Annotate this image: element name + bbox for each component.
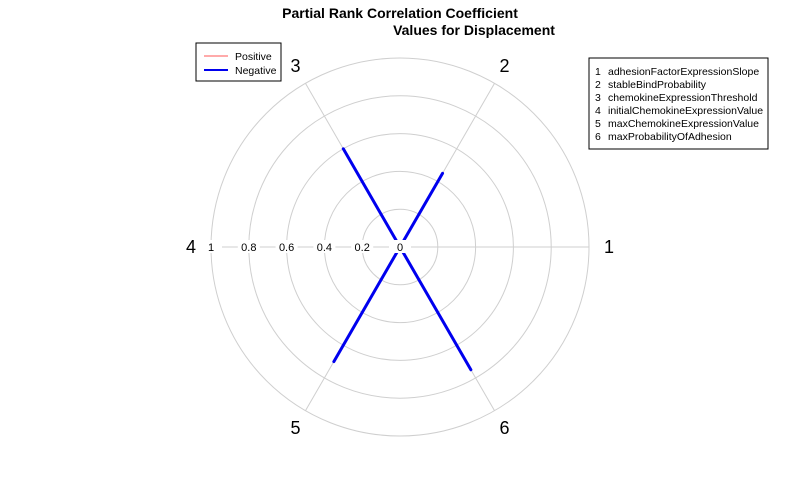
axis-label: 1 xyxy=(604,237,614,257)
series-bar-negative xyxy=(398,171,445,249)
parameter-name: stableBindProbability xyxy=(608,79,707,91)
axis-label: 3 xyxy=(290,56,300,76)
parameter-name: adhesionFactorExpressionSlope xyxy=(608,66,759,78)
axis-label: 2 xyxy=(499,56,509,76)
parameter-number: 1 xyxy=(595,66,601,78)
parameter-number: 6 xyxy=(595,131,601,143)
axis-label: 5 xyxy=(290,418,300,438)
tick-label-background xyxy=(389,240,411,253)
tick-label: 1 xyxy=(208,242,214,254)
tick-label: 0 xyxy=(397,242,403,254)
axis-label: 4 xyxy=(186,237,196,257)
parameter-name: maxChemokineExpressionValue xyxy=(608,118,759,130)
radar-series xyxy=(332,147,473,372)
tick-label: 0.8 xyxy=(241,242,256,254)
parameter-name: maxProbabilityOfAdhesion xyxy=(608,131,732,143)
tick-label-background xyxy=(351,240,374,253)
parameter-legend: 1 adhesionFactorExpressionSlope 2 stableBin… xyxy=(588,57,769,150)
series-legend-box xyxy=(195,42,282,82)
series-legend: Positive Negative xyxy=(195,42,282,82)
axis-label: 6 xyxy=(499,418,509,438)
tick-label-background xyxy=(275,240,298,253)
parameter-number: 3 xyxy=(595,92,601,104)
tick-label: 0.2 xyxy=(355,242,370,254)
series-bar-negative xyxy=(332,245,402,364)
parameter-number: 2 xyxy=(595,79,601,91)
tick-label: 0.6 xyxy=(279,242,294,254)
parameter-legend-box xyxy=(588,57,769,150)
series-bar-negative xyxy=(341,147,402,249)
legend-label-negative: Negative xyxy=(235,65,277,77)
legend-label-positive: Positive xyxy=(235,51,272,63)
chart-title-line-1: Partial Rank Correlation Coefficient xyxy=(282,5,518,21)
chart-title-line-2: Values for Displacement xyxy=(393,22,555,38)
parameter-number: 5 xyxy=(595,118,601,130)
parameter-name: chemokineExpressionThreshold xyxy=(608,92,758,104)
tick-label: 0.4 xyxy=(317,242,332,254)
tick-label-background xyxy=(200,240,222,253)
series-bar-negative xyxy=(398,245,473,372)
tick-label-background xyxy=(313,240,336,253)
tick-label-background xyxy=(237,240,260,253)
parameter-number: 4 xyxy=(595,105,601,117)
parameter-name: initialChemokineExpressionValue xyxy=(608,105,763,117)
